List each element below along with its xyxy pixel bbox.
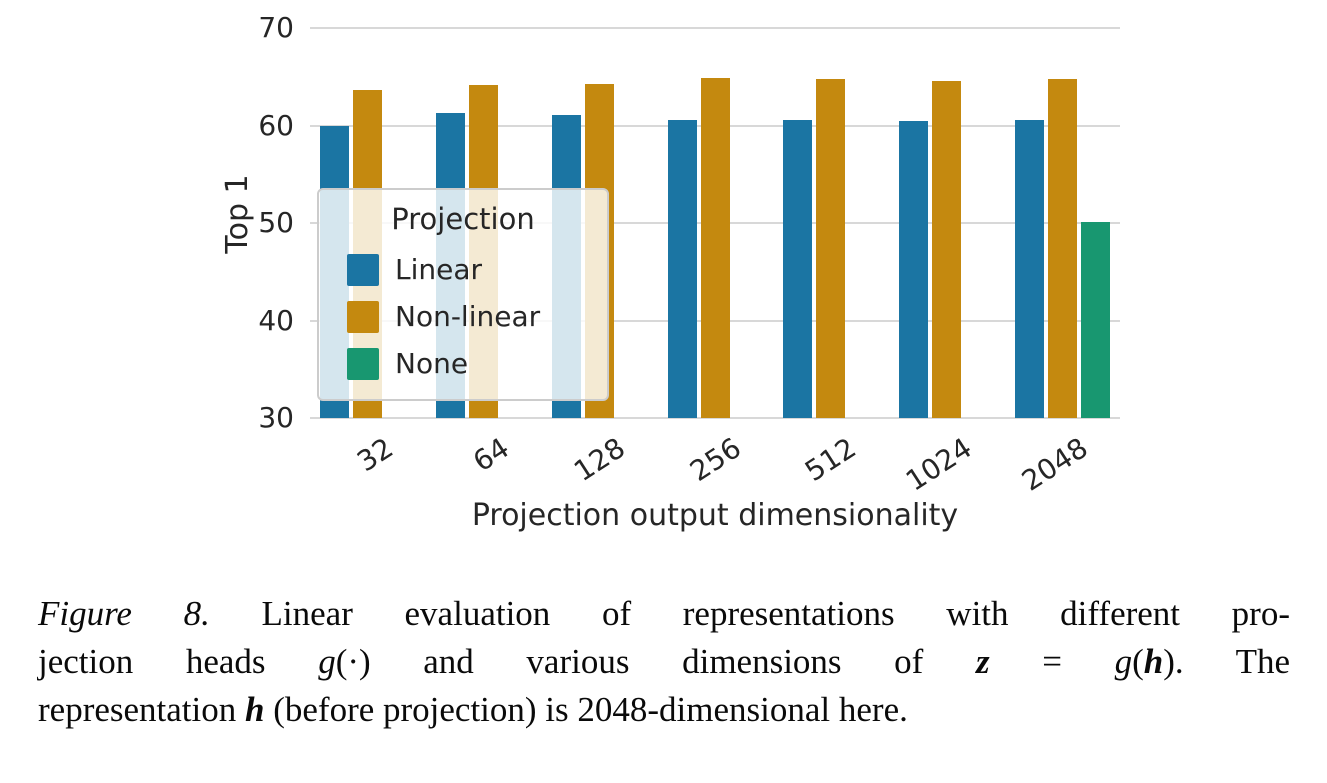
- y-tick-label: 60: [258, 108, 294, 142]
- x-tick-label: 32: [351, 431, 400, 479]
- caption-segment: =: [989, 642, 1115, 681]
- caption-line: jection heads g(·) and various dimension…: [38, 638, 1290, 686]
- legend-entry-linear: Linear: [319, 246, 607, 293]
- caption-segment: representation: [38, 690, 245, 729]
- y-tick-label: 50: [258, 206, 294, 239]
- caption-segment: ). The: [1163, 642, 1291, 681]
- caption-segment: h: [245, 690, 265, 729]
- bar-non-linear-2048: [1047, 78, 1077, 418]
- bar-linear-512: [783, 119, 813, 418]
- bar-linear-256: [667, 119, 697, 418]
- caption-segment: Figure 8.: [38, 594, 210, 633]
- caption-line: representation h (before projection) is …: [38, 686, 1290, 734]
- bar-linear-2048: [1014, 119, 1044, 418]
- legend-swatch-linear: [347, 253, 379, 286]
- gridline-y-70: [310, 27, 1120, 29]
- caption-segment: z: [975, 642, 990, 681]
- x-tick-label: 64: [467, 431, 516, 479]
- legend-entries: Linear Non-linear None: [319, 246, 607, 387]
- caption-segment: h: [1143, 642, 1164, 681]
- caption-segment: (·) and various dimensions of: [335, 642, 976, 681]
- caption-line: Figure 8. Linear evaluation of represent…: [38, 590, 1290, 638]
- caption-segment: jection heads: [38, 642, 319, 681]
- bar-none-2048: [1080, 222, 1110, 418]
- y-tick-label: 40: [258, 303, 294, 337]
- x-tick-label: 256: [683, 431, 747, 488]
- caption-segment: g: [318, 642, 336, 681]
- caption-segment: (: [1132, 642, 1144, 681]
- y-tick-label: 30: [258, 401, 294, 434]
- caption-segment: (before projection) is 2048-dimensional …: [264, 690, 908, 729]
- legend: Projection Linear Non-linear None: [317, 188, 609, 401]
- x-tick-label: 2048: [1015, 431, 1094, 498]
- legend-label: Linear: [395, 253, 483, 286]
- bar-non-linear-256: [700, 77, 730, 418]
- x-tick-label: 512: [799, 431, 863, 488]
- figure-caption: Figure 8. Linear evaluation of represent…: [38, 590, 1290, 734]
- legend-swatch-non-linear: [347, 300, 379, 333]
- bar-non-linear-1024: [931, 80, 961, 418]
- legend-title: Projection: [391, 202, 535, 236]
- legend-swatch-none: [347, 347, 379, 380]
- bar-non-linear-512: [816, 78, 846, 418]
- x-axis-label: Projection output dimensionality: [471, 498, 959, 533]
- x-tick-label: 1024: [900, 431, 978, 498]
- legend-label: Non-linear: [395, 300, 541, 333]
- legend-label: None: [395, 347, 469, 380]
- legend-entry-non-linear: Non-linear: [319, 293, 607, 340]
- legend-entry-none: None: [319, 340, 607, 387]
- y-tick-label: 70: [258, 11, 294, 44]
- bar-chart: Top 1 Projection output dimensionality P…: [220, 11, 1120, 533]
- gridline-y-30: [310, 417, 1120, 419]
- caption-segment: g: [1114, 642, 1133, 681]
- caption-segment: Linear evaluation of representations wit…: [209, 594, 1290, 633]
- x-tick-label: 128: [567, 431, 631, 488]
- bar-linear-1024: [898, 120, 928, 418]
